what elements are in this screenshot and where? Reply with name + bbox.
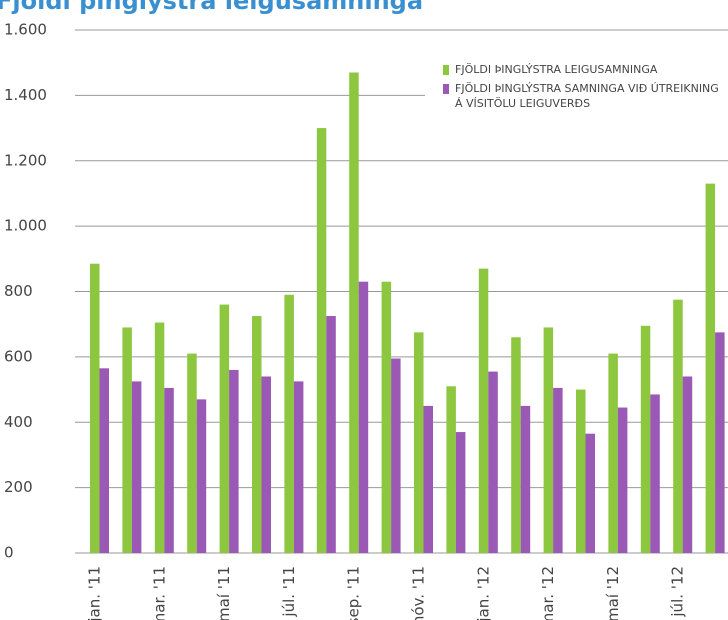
y-tick-label: 200 [4, 478, 33, 496]
x-tick-label: júl. '12 [669, 566, 687, 618]
bar [316, 128, 327, 553]
bar [640, 325, 651, 553]
x-tick-label: nóv. '11 [410, 566, 428, 620]
bar [252, 316, 262, 553]
bar [284, 294, 294, 553]
bar [576, 389, 586, 553]
x-tick-label: jan. '11 [86, 566, 104, 620]
bar [122, 327, 132, 553]
y-tick-label: 1.200 [4, 151, 47, 169]
bar [219, 304, 230, 553]
y-tick-label: 400 [4, 413, 33, 431]
bar [511, 337, 521, 553]
bar [423, 405, 433, 553]
bar [478, 268, 489, 553]
y-tick-label: 800 [4, 282, 33, 300]
y-tick-label: 0 [4, 544, 14, 562]
bar [391, 358, 401, 553]
bar [99, 368, 109, 553]
bar [715, 332, 725, 553]
legend-label: FJÖLDI ÞINGLÝSTRA LEIGUSAMNINGA [455, 63, 658, 76]
bar [164, 387, 174, 553]
bar [488, 371, 498, 553]
y-tick-label: 1.400 [4, 86, 47, 104]
bar [326, 316, 336, 553]
chart-title: Fjöldi þinglýstra leigusamninga [0, 0, 423, 15]
bar [196, 399, 207, 553]
bar [705, 183, 716, 553]
bar [608, 353, 618, 553]
x-tick-label: júl. '11 [280, 566, 298, 618]
x-tick-label: maí '11 [215, 566, 233, 620]
bar [520, 405, 531, 553]
bar [553, 387, 563, 553]
bar [617, 407, 628, 553]
bar [90, 263, 100, 553]
x-tick-label: mar. '12 [539, 566, 557, 620]
bar [358, 281, 369, 553]
bar [682, 376, 693, 553]
legend-item: FJÖLDI ÞINGLÝSTRA SAMNINGA VIÐ ÚTREIKNIN… [455, 82, 719, 110]
x-tick-label: jan. '12 [474, 566, 492, 620]
y-tick-label: 1.000 [4, 217, 47, 235]
bar [349, 72, 359, 554]
bar [446, 386, 456, 553]
bar [187, 353, 197, 553]
x-tick-label: mar. '11 [150, 566, 168, 620]
bar [650, 394, 660, 553]
bar [261, 376, 271, 553]
bar [543, 327, 554, 553]
bar [381, 281, 392, 553]
bar [585, 433, 595, 553]
bar [455, 432, 466, 553]
y-tick-label: 1.600 [4, 21, 47, 39]
bar [154, 322, 165, 553]
bar [131, 381, 142, 553]
legend-box [425, 55, 728, 130]
legend-swatch [443, 65, 449, 75]
x-tick-label: maí '12 [604, 566, 622, 620]
x-tick-label: sep. '11 [345, 566, 363, 620]
legend-item: FJÖLDI ÞINGLÝSTRA LEIGUSAMNINGA [455, 63, 658, 76]
bar [293, 381, 304, 553]
legend-swatch [443, 84, 449, 94]
bar [414, 332, 424, 553]
bar [673, 299, 683, 553]
y-tick-label: 600 [4, 347, 33, 365]
legend-label: FJÖLDI ÞINGLÝSTRA SAMNINGA VIÐ ÚTREIKNIN… [455, 82, 719, 110]
bar [229, 369, 239, 553]
